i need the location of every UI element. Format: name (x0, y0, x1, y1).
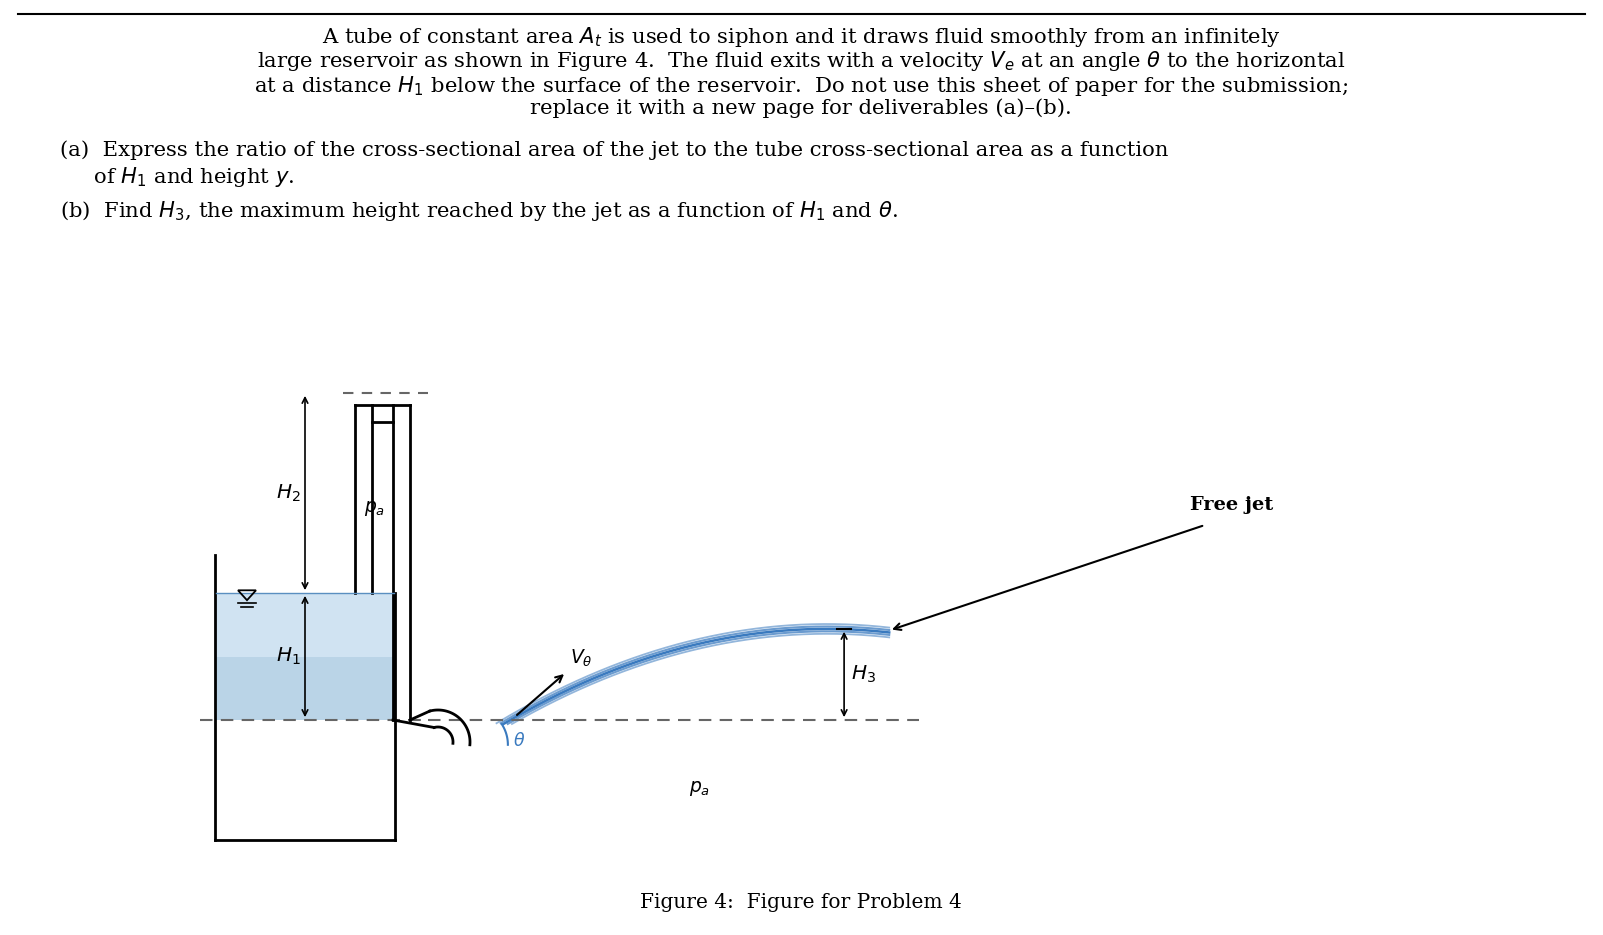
Text: A tube of constant area $A_t$ is used to siphon and it draws fluid smoothly from: A tube of constant area $A_t$ is used to… (322, 25, 1281, 49)
Text: $p_a$: $p_a$ (364, 498, 385, 517)
Text: $H_2$: $H_2$ (276, 482, 301, 504)
Text: (a)  Express the ratio of the cross-sectional area of the jet to the tube cross-: (a) Express the ratio of the cross-secti… (59, 140, 1169, 160)
Text: $H_1$: $H_1$ (276, 646, 301, 668)
Text: at a distance $H_1$ below the surface of the reservoir.  Do not use this sheet o: at a distance $H_1$ below the surface of… (253, 74, 1348, 97)
Text: Figure 4:  Figure for Problem 4: Figure 4: Figure for Problem 4 (640, 893, 962, 912)
Text: replace it with a new page for deliverables (a)–(b).: replace it with a new page for deliverab… (531, 98, 1072, 118)
Text: Free jet: Free jet (1189, 496, 1273, 514)
Bar (216, 656, 394, 720)
Bar (216, 593, 394, 720)
Text: $p_a$: $p_a$ (689, 779, 710, 798)
Text: of $H_1$ and height $y$.: of $H_1$ and height $y$. (59, 165, 295, 189)
Text: $H_3$: $H_3$ (851, 664, 877, 685)
Text: (b)  Find $H_3$, the maximum height reached by the jet as a function of $H_1$ an: (b) Find $H_3$, the maximum height reach… (59, 199, 898, 223)
Text: large reservoir as shown in Figure 4.  The fluid exits with a velocity $V_e$ at : large reservoir as shown in Figure 4. Th… (256, 50, 1345, 73)
Text: $V_{\theta}$: $V_{\theta}$ (571, 648, 593, 669)
Text: $\theta$: $\theta$ (513, 732, 526, 750)
